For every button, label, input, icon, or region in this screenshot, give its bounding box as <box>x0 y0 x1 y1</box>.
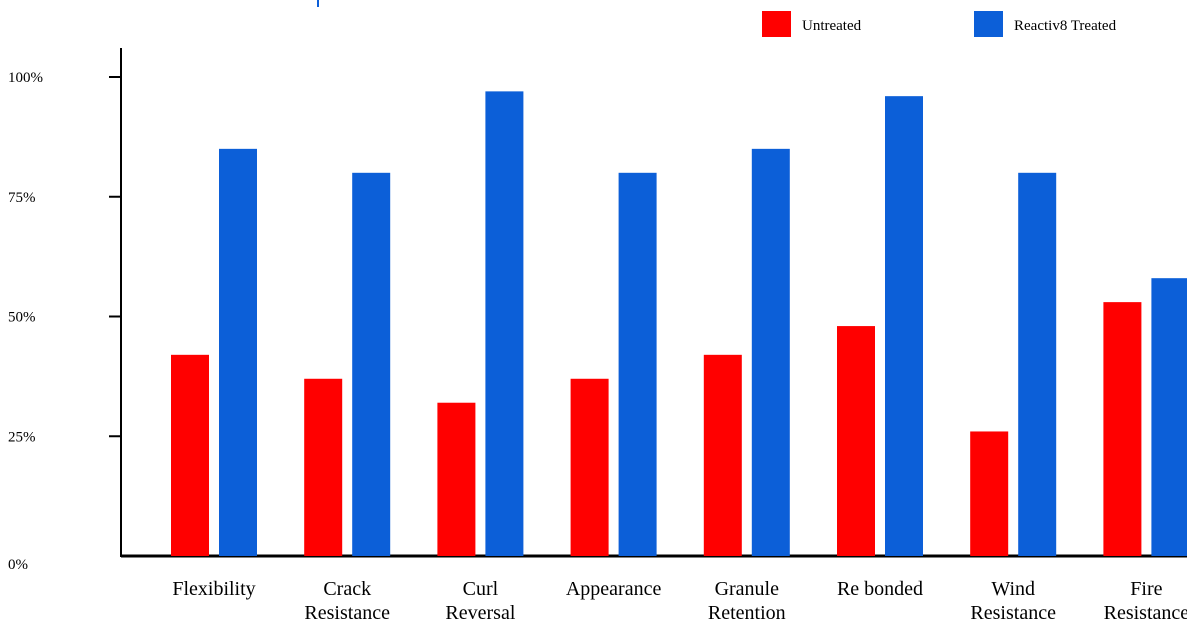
bar-reactiv8-treated-2 <box>485 91 524 557</box>
bars <box>171 91 1187 557</box>
legend-label: Untreated <box>802 18 862 34</box>
bar-reactiv8-treated-4 <box>751 148 790 556</box>
legend-swatch <box>762 11 791 37</box>
legend-swatch <box>974 11 1003 37</box>
y-axis-ticks: 0% 25% 50% 75% 100% <box>8 70 121 573</box>
y-tick-label: 0% <box>8 557 28 573</box>
bar-untreated-2 <box>437 402 476 556</box>
bar-untreated-6 <box>970 431 1009 556</box>
bar-untreated-0 <box>171 354 209 556</box>
category-label: Flexibility <box>172 578 255 600</box>
bar-untreated-7 <box>1103 302 1142 556</box>
y-tick-label: 75% <box>8 190 36 206</box>
category-label: Crack Resistance <box>304 578 390 624</box>
y-tick-label: 25% <box>8 429 36 445</box>
bar-reactiv8-treated-1 <box>352 172 391 557</box>
bar-reactiv8-treated-6 <box>1018 172 1057 557</box>
bar-reactiv8-treated-0 <box>219 148 257 556</box>
y-tick-label: 50% <box>8 310 36 326</box>
legend-label: Reactiv8 Treated <box>1014 18 1117 34</box>
category-label: Appearance <box>566 578 662 600</box>
legend: Untreated Reactiv8 Treated <box>762 11 1117 37</box>
bar-untreated-3 <box>570 378 609 556</box>
bar-untreated-4 <box>703 354 742 556</box>
bar-untreated-5 <box>837 326 875 556</box>
category-label: Curl Reversal <box>445 578 515 624</box>
bar-reactiv8-treated-5 <box>885 96 923 556</box>
bar-reactiv8-treated-7 <box>1151 278 1187 556</box>
category-label: Fire Resistance <box>1104 578 1187 624</box>
x-axis-labels: Flexibility Crack Resistance Curl Reversal Ap… <box>172 578 1187 624</box>
category-label: Wind Resistance <box>970 578 1056 624</box>
bar-untreated-1 <box>304 378 343 556</box>
category-label: Granule Retention <box>708 578 786 624</box>
y-tick-label: 100% <box>8 70 43 86</box>
bar-reactiv8-treated-3 <box>618 172 657 557</box>
category-label: Re bonded <box>837 578 923 600</box>
